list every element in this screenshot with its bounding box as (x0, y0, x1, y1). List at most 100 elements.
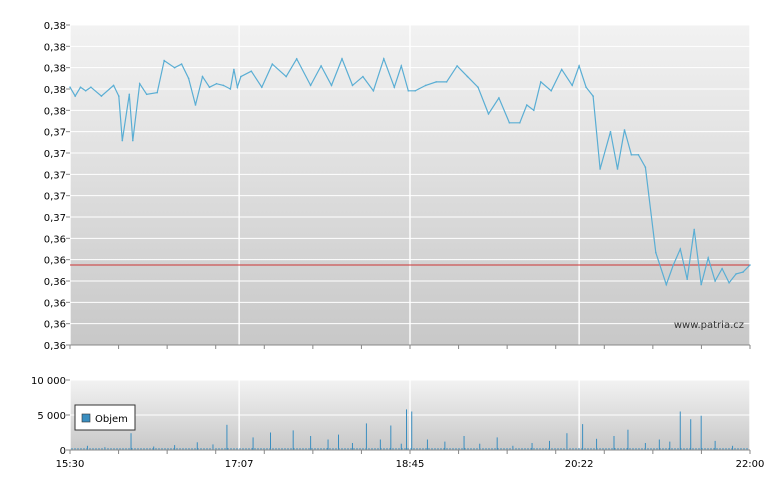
legend: Objem (74, 404, 136, 431)
price-point (309, 84, 312, 87)
price-point (240, 75, 242, 78)
price-point (599, 168, 601, 170)
price-point (550, 90, 552, 92)
price-point (749, 264, 751, 266)
price-point (362, 75, 364, 78)
x-tick-label: 20:22 (565, 459, 594, 470)
price-y-axis: 0,38 0,38 0,38 0,38 0,38 0,37 0,37 0,37 0,37 0,37… (44, 21, 70, 352)
price-point (163, 59, 165, 62)
price-point (637, 154, 640, 156)
legend-label: Objem (95, 414, 128, 425)
price-y-tick-label: 0,36 (44, 277, 66, 288)
price-y-tick-label: 0,36 (44, 256, 66, 267)
price-point (487, 113, 490, 115)
price-point (295, 58, 298, 60)
price-point (138, 82, 141, 85)
volume-x-axis: 15:30 17:07 18:45 20:22 22:00 (56, 450, 765, 470)
price-point (194, 104, 197, 106)
price-point (435, 81, 438, 83)
price-series (69, 56, 751, 287)
x-tick-label: 22:00 (736, 459, 765, 470)
price-y-tick-label: 0,38 (44, 64, 66, 75)
price-point (201, 75, 204, 78)
price-point (112, 84, 115, 87)
x-tick-label: 15:30 (56, 459, 85, 470)
price-point (100, 95, 103, 97)
price-point (526, 104, 528, 106)
price-point (578, 65, 580, 67)
price-point (351, 84, 354, 87)
price-point (714, 280, 716, 282)
price-point (592, 95, 594, 97)
volume-y-tick-label: 10 000 (31, 376, 66, 387)
price-point (173, 66, 176, 69)
price-point (400, 65, 403, 67)
price-point (128, 93, 131, 96)
price-point (728, 282, 730, 284)
price-point (215, 82, 218, 85)
price-point (609, 130, 612, 133)
watermark: www.patria.cz (674, 320, 744, 331)
price-point (414, 90, 417, 92)
price-point (533, 109, 535, 112)
price-y-tick-label: 0,37 (44, 170, 66, 181)
price-point (271, 63, 274, 65)
price-point (261, 86, 263, 88)
price-point (616, 168, 619, 170)
price-point (693, 228, 695, 231)
volume-y-tick-label: 0 (60, 446, 66, 457)
volume-y-axis: 10 000 5 000 0 (31, 376, 70, 457)
price-point (707, 257, 709, 259)
price-point (665, 283, 668, 286)
price-y-tick-label: 0,36 (44, 298, 66, 309)
price-point (236, 86, 239, 88)
price-y-tick-label: 0,37 (44, 213, 66, 224)
price-point (90, 86, 92, 88)
price-point (208, 86, 211, 88)
price-point (187, 77, 190, 80)
price-point (655, 251, 657, 254)
price-line (69, 56, 751, 287)
price-point (250, 70, 253, 72)
price-point (686, 278, 688, 281)
price-point (679, 248, 682, 250)
price-point (742, 271, 744, 273)
price-y-tick-label: 0,37 (44, 149, 66, 160)
price-point (571, 84, 573, 87)
price-point (585, 86, 587, 88)
price-y-tick-label: 0,37 (44, 192, 66, 203)
price-y-tick-label: 0,38 (44, 42, 66, 53)
price-point (519, 122, 521, 124)
price-point (393, 86, 396, 88)
price-point (477, 86, 479, 88)
price-point (721, 267, 723, 270)
price-point (320, 65, 322, 67)
price-point (180, 63, 183, 65)
price-y-tick-label: 0,38 (44, 106, 66, 117)
price-y-tick-label: 0,36 (44, 341, 66, 352)
price-point (560, 68, 563, 71)
price-point (84, 90, 87, 92)
price-point (540, 81, 542, 83)
price-point (407, 90, 410, 92)
price-point (74, 95, 76, 97)
x-tick-label: 17:07 (225, 459, 254, 470)
price-y-tick-label: 0,37 (44, 128, 66, 139)
price-point (233, 68, 235, 71)
price-y-tick-label: 0,38 (44, 21, 66, 32)
price-point (341, 58, 343, 60)
price-point (424, 84, 427, 87)
price-point (508, 122, 511, 124)
price-point (118, 95, 120, 97)
price-y-tick-label: 0,38 (44, 85, 66, 96)
price-point (156, 91, 158, 94)
volume-y-tick-label: 5 000 (37, 411, 66, 422)
price-point (630, 154, 633, 156)
price-point (222, 84, 225, 87)
price-point (498, 97, 500, 99)
price-point (229, 88, 232, 90)
price-point (735, 273, 737, 275)
price-point (372, 90, 375, 92)
